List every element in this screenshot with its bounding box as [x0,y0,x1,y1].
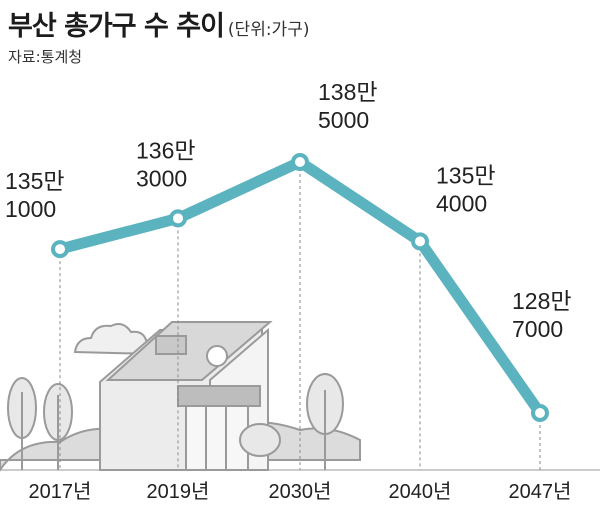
data-label: 135만 [5,168,65,194]
data-label: 3000 [136,165,187,191]
data-point [531,404,549,422]
chart-title: 부산 총가구 수 추이 [8,11,225,42]
data-label: 128만 [512,288,572,314]
x-tick-label: 2030년 [269,480,332,503]
tree-cluster-right [239,373,344,470]
x-tick-label: 2017년 [29,480,92,503]
x-tick-label: 2040년 [389,480,452,503]
chart-title-row: 부산 총가구 수 추이 (단위:가구) [8,4,309,43]
data-label: 136만 [136,137,196,163]
tree-cluster-left [7,377,73,470]
data-label: 5000 [318,107,369,133]
data-point [291,153,309,171]
unit-label: (단위:가구) [227,20,310,40]
data-point [411,232,429,251]
data-point [169,209,187,228]
x-tick-label: 2019년 [147,480,210,503]
source-label: 자료:통계청 [8,48,83,66]
data-label: 1000 [5,196,56,222]
data-label: 4000 [436,190,487,216]
data-point [51,240,69,259]
data-label: 7000 [512,316,563,342]
x-tick-label: 2047년 [509,480,572,503]
house-illustration [0,321,361,472]
data-label: 138만 [318,79,378,105]
data-label: 135만 [436,162,496,188]
